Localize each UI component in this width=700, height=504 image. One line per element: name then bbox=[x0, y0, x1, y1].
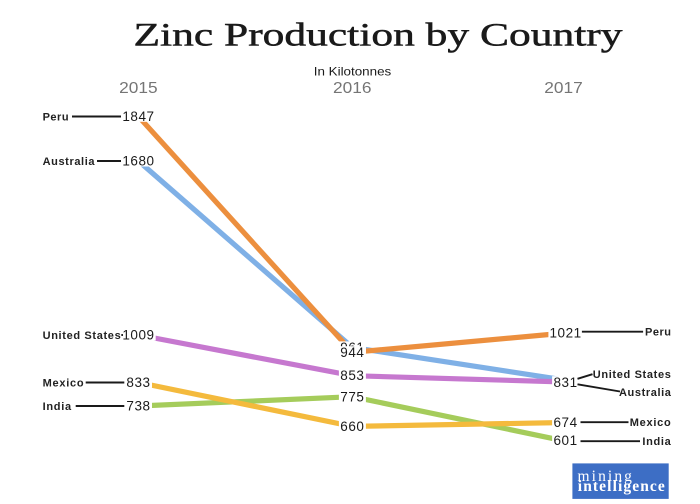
svg-text:Mexico: Mexico bbox=[630, 417, 672, 429]
svg-text:In Kilotonnes: In Kilotonnes bbox=[314, 64, 392, 78]
svg-text:Peru: Peru bbox=[43, 111, 69, 123]
svg-text:660: 660 bbox=[340, 419, 364, 434]
svg-text:775: 775 bbox=[340, 390, 364, 405]
svg-text:Mexico: Mexico bbox=[43, 377, 85, 389]
svg-text:United States: United States bbox=[593, 369, 672, 381]
svg-text:Australia: Australia bbox=[619, 387, 672, 399]
svg-text:738: 738 bbox=[126, 399, 150, 414]
svg-text:833: 833 bbox=[126, 375, 150, 390]
svg-text:2017: 2017 bbox=[544, 80, 583, 97]
svg-text:mining: mining bbox=[578, 468, 635, 485]
svg-text:831: 831 bbox=[554, 375, 578, 390]
svg-text:Zinc Production by Country: Zinc Production by Country bbox=[134, 18, 624, 54]
svg-text:1680: 1680 bbox=[122, 154, 154, 169]
svg-text:India: India bbox=[642, 436, 671, 448]
svg-text:674: 674 bbox=[554, 415, 578, 430]
svg-text:1847: 1847 bbox=[122, 109, 154, 124]
svg-text:1021: 1021 bbox=[549, 326, 581, 341]
svg-text:601: 601 bbox=[554, 433, 578, 448]
svg-text:United States: United States bbox=[43, 330, 122, 342]
svg-text:intelligence: intelligence bbox=[578, 478, 666, 495]
svg-text:Peru: Peru bbox=[645, 327, 671, 339]
svg-text:2015: 2015 bbox=[119, 80, 158, 97]
svg-text:944: 944 bbox=[340, 345, 364, 360]
svg-text:India: India bbox=[43, 401, 72, 413]
svg-text:1009: 1009 bbox=[122, 328, 154, 343]
svg-text:Australia: Australia bbox=[43, 156, 96, 168]
svg-text:853: 853 bbox=[340, 368, 364, 383]
svg-text:2016: 2016 bbox=[333, 80, 372, 97]
